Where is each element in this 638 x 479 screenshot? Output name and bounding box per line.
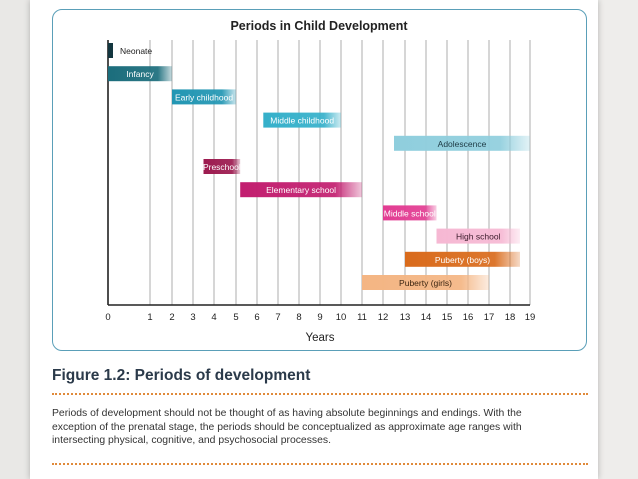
x-tick-label-1: 1 (147, 312, 152, 323)
x-tick-label-8: 8 (296, 312, 301, 323)
backdrop-right (598, 0, 638, 479)
bar-label-puberty-girls: Puberty (girls) (399, 278, 452, 288)
caption-line: Periods of development should not be tho… (52, 408, 522, 419)
x-tick-label-10: 10 (336, 312, 347, 323)
bar-infancy (108, 66, 172, 82)
bar-label-high-school: High school (456, 232, 501, 242)
bar-label-neonate: Neonate (120, 46, 152, 56)
bar-label-infancy: Infancy (126, 69, 154, 79)
chart-title: Periods in Child Development (230, 19, 408, 33)
x-tick-label-0: 0 (105, 312, 110, 323)
x-tick-label-11: 11 (357, 312, 367, 323)
bar-high-school (436, 228, 520, 244)
bar-middle-childhood (263, 112, 341, 128)
bar-label-adolescence: Adolescence (438, 139, 487, 149)
chart-grid (107, 40, 531, 306)
x-tick-label-4: 4 (211, 312, 216, 323)
x-tick-label-19: 19 (525, 312, 536, 323)
figure-caption: Periods of development should not be tho… (52, 407, 582, 448)
x-tick-label-16: 16 (463, 312, 474, 323)
bar-middle-school (383, 205, 437, 221)
x-axis-ticks: 0 1 2 3 4 5 6 7 8 9 10 11 12 13 14 15 16 17 18 19 (105, 312, 535, 323)
x-tick-label-14: 14 (421, 312, 432, 323)
chart-frame (52, 9, 587, 351)
x-tick-label-12: 12 (378, 312, 389, 323)
x-tick-label-13: 13 (400, 312, 411, 323)
x-tick-label-3: 3 (190, 312, 195, 323)
bar-label-preschool: Preschool (203, 162, 241, 172)
caption-line: intersecting physical, cognitive, and ps… (52, 435, 331, 446)
x-tick-label-9: 9 (317, 312, 322, 323)
chart-bars: Neonate Infancy Early childhood Middle chil… (108, 43, 530, 290)
bar-label-middle-school: Middle school (384, 208, 436, 218)
bar-label-middle-childhood: Middle childhood (270, 116, 334, 126)
bar-preschool (203, 159, 241, 174)
bar-puberty-boys (405, 251, 520, 267)
figure-title: Figure 1.2: Periods of development (52, 367, 311, 384)
bar-puberty-girls (362, 275, 489, 290)
bar-adolescence (394, 135, 530, 151)
bar-early-childhood (172, 89, 236, 105)
x-axis-label: Years (306, 332, 335, 344)
x-tick-label-7: 7 (275, 312, 280, 323)
bar-elementary-school (240, 182, 362, 198)
x-tick-label-6: 6 (254, 312, 259, 323)
x-tick-label-17: 17 (484, 312, 495, 323)
bar-label-puberty-boys: Puberty (boys) (435, 255, 490, 265)
dotted-divider-bottom (52, 463, 588, 465)
caption-line: exception of the prenatal stage, the per… (52, 421, 522, 433)
bar-label-early-childhood: Early childhood (175, 92, 233, 102)
x-tick-label-15: 15 (442, 312, 453, 323)
x-tick-label-2: 2 (169, 312, 174, 323)
bar-label-elementary-school: Elementary school (266, 185, 336, 195)
dotted-divider-top (52, 393, 588, 395)
bar-neonate (108, 43, 113, 58)
x-tick-label-18: 18 (505, 312, 516, 323)
x-tick-label-5: 5 (233, 312, 238, 323)
backdrop-left (0, 0, 30, 479)
